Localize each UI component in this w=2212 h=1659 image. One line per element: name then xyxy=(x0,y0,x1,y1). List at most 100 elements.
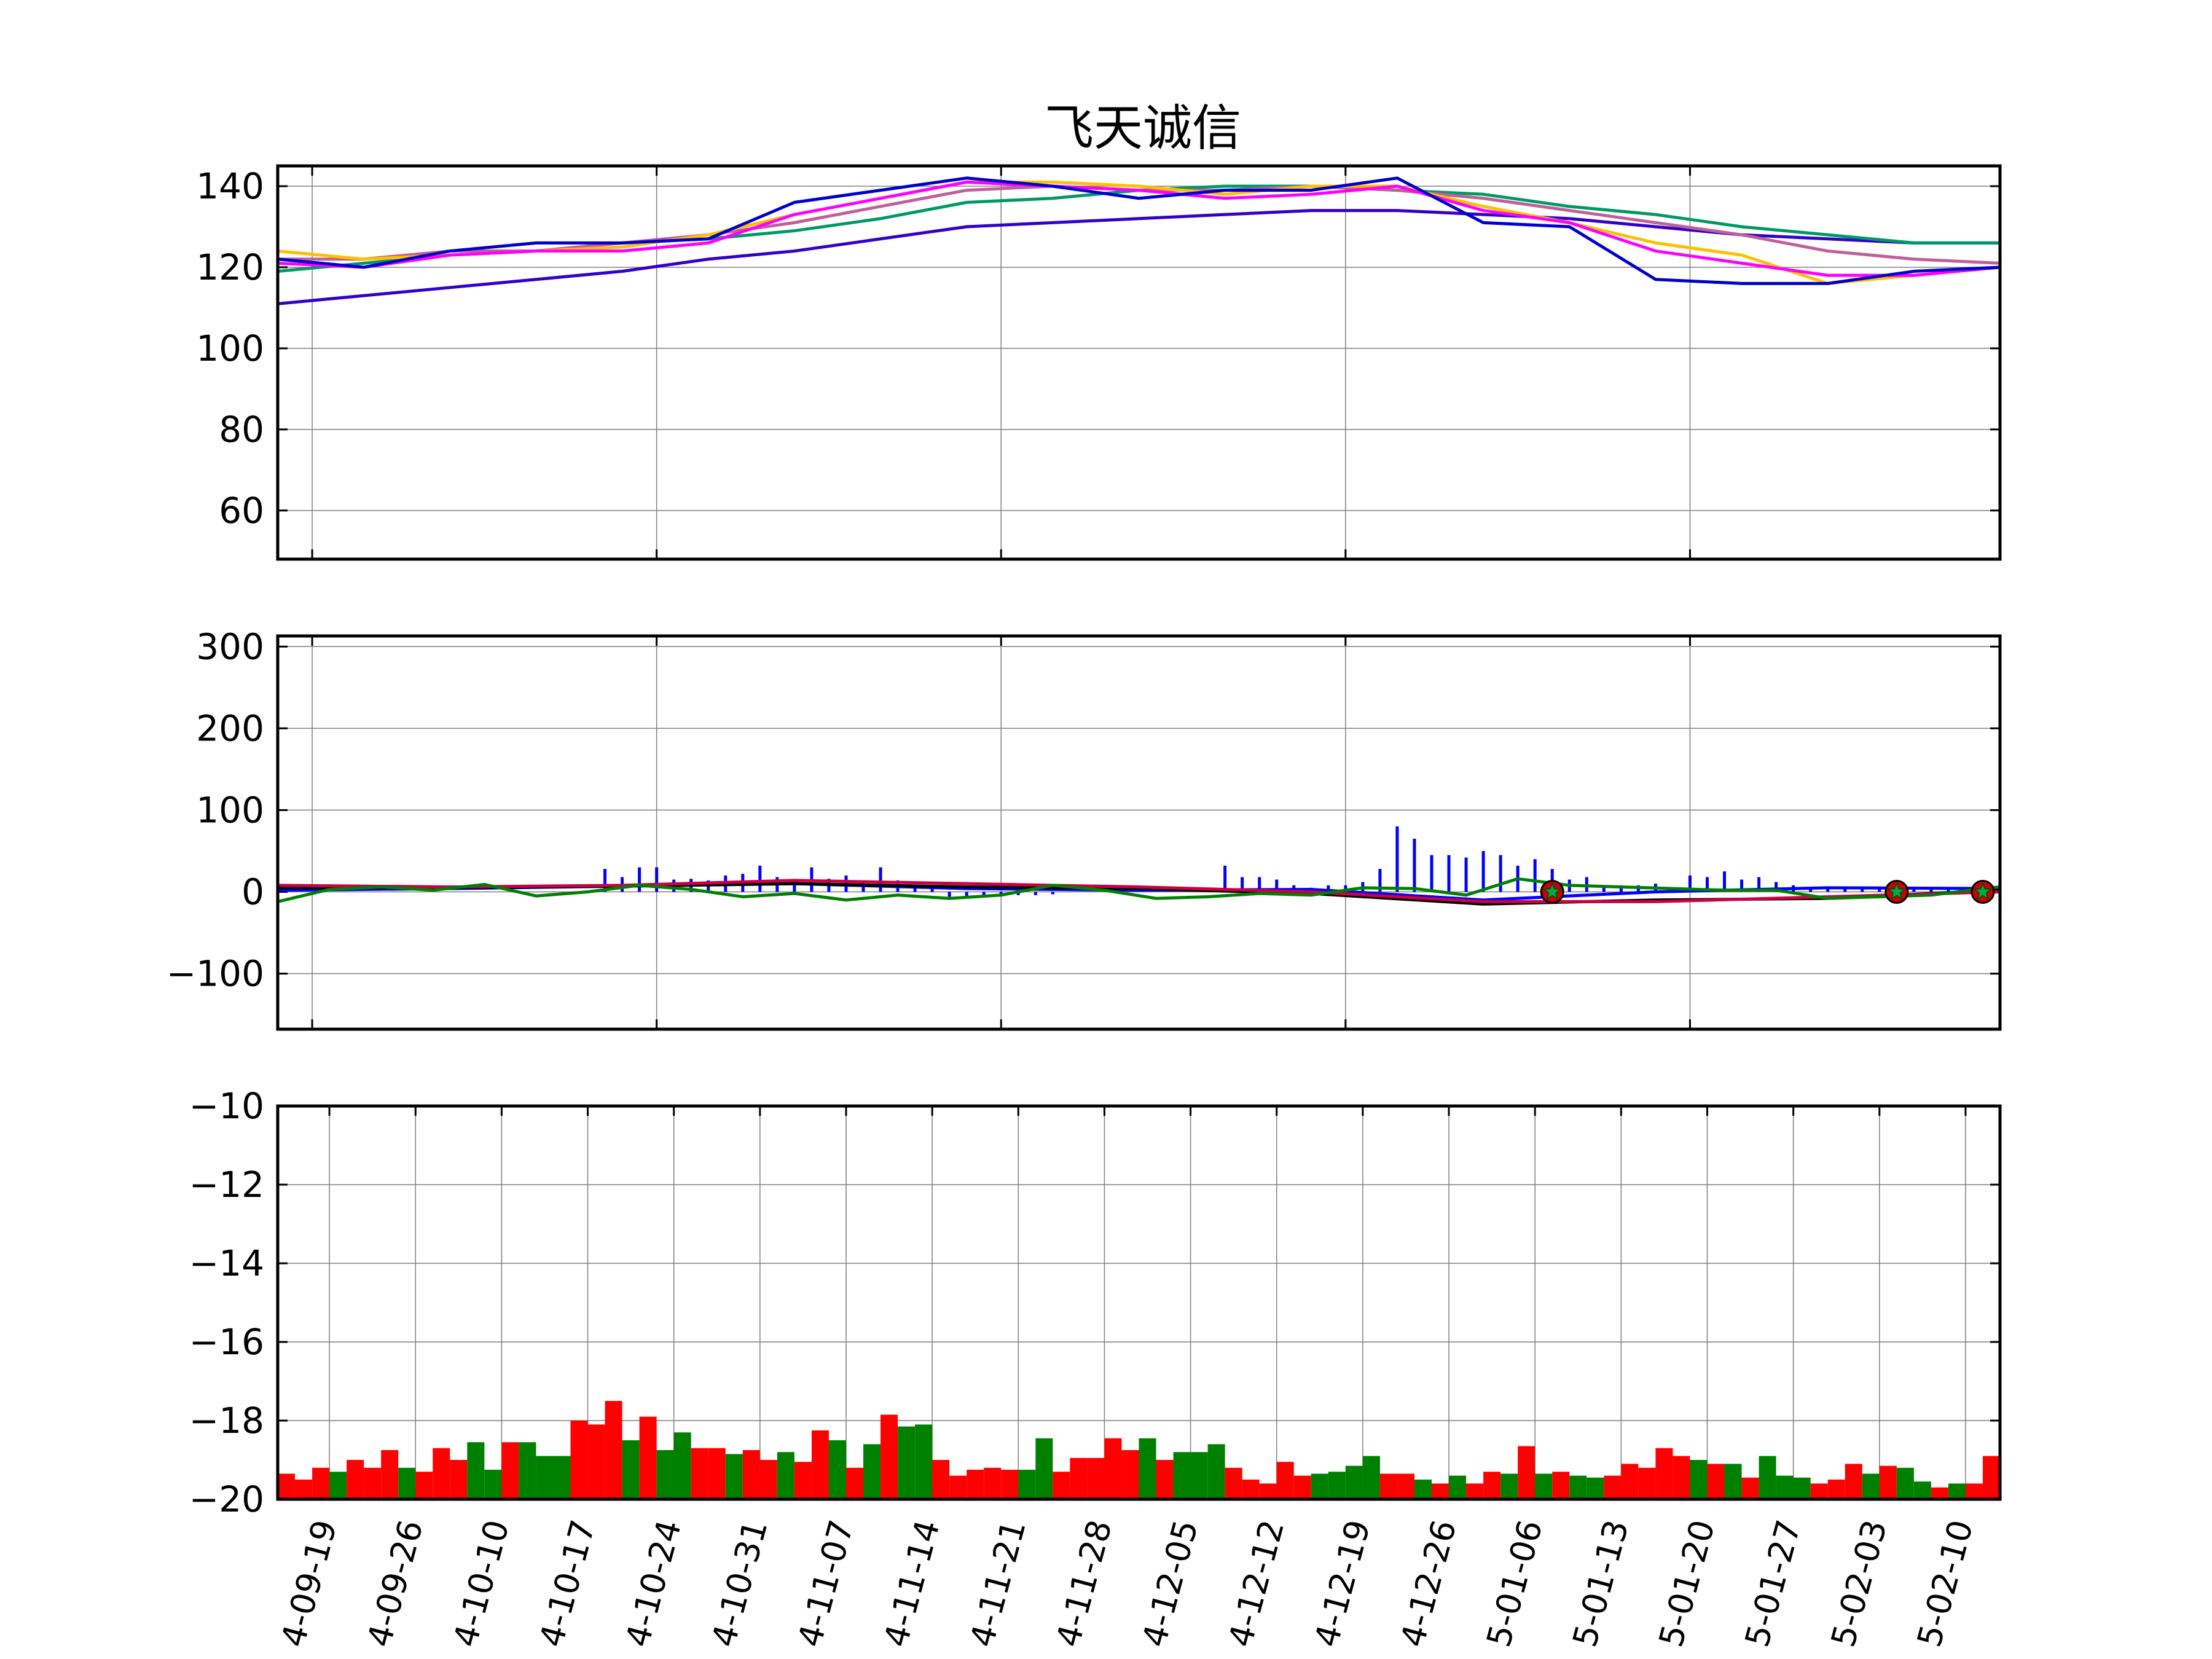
volume-bar xyxy=(312,1467,330,1499)
volume-bar xyxy=(777,1452,794,1499)
volume-bar xyxy=(1810,1483,1828,1499)
volume-bar xyxy=(415,1472,433,1499)
x-tick-label: 5-01-27 xyxy=(1738,1516,1808,1651)
x-tick-label: 5-02-03 xyxy=(1824,1516,1894,1651)
volume-bar xyxy=(811,1430,829,1499)
volume-bar xyxy=(1569,1475,1587,1499)
volume-bar xyxy=(1793,1477,1811,1499)
volume-bar xyxy=(1362,1456,1380,1499)
volume-bar xyxy=(1156,1460,1174,1499)
volume-bar xyxy=(1931,1487,1948,1499)
y-tick-label: 60 xyxy=(219,490,264,531)
volume-bar xyxy=(1311,1473,1328,1499)
volume-bar xyxy=(1432,1483,1449,1499)
volume-bar xyxy=(1483,1472,1501,1499)
y-tick-label: −12 xyxy=(189,1164,264,1206)
volume-bar xyxy=(1053,1472,1070,1499)
volume-bar xyxy=(1397,1473,1414,1499)
volume-bar xyxy=(1982,1456,2000,1499)
volume-bar xyxy=(587,1424,605,1499)
y-tick-label: 80 xyxy=(219,409,264,450)
volume-bar xyxy=(1621,1464,1639,1499)
volume-panel: −10−12−14−16−18−204-09-19 4-09-26 4-10-10 4… xyxy=(189,1085,2002,1651)
volume-bar xyxy=(433,1448,450,1499)
volume-bar xyxy=(1466,1483,1484,1499)
volume-bar xyxy=(656,1450,674,1499)
volume-bar xyxy=(1139,1438,1156,1499)
volume-bar xyxy=(1449,1475,1467,1499)
volume-bar xyxy=(863,1444,881,1499)
volume-bar xyxy=(1190,1452,1208,1499)
volume-bar xyxy=(639,1416,657,1499)
volume-bar xyxy=(1259,1483,1277,1499)
signal-star xyxy=(1973,882,1993,900)
volume-bar xyxy=(1604,1475,1622,1499)
y-tick-label: 300 xyxy=(196,626,264,667)
volume-bar xyxy=(450,1460,468,1499)
x-tick-label: 5-01-06 xyxy=(1479,1516,1550,1651)
signal-star xyxy=(1542,882,1562,900)
volume-bar xyxy=(1655,1448,1673,1499)
volume-bar xyxy=(725,1454,743,1499)
volume-bar xyxy=(708,1448,726,1499)
x-tick-label: 4-10-10 xyxy=(446,1516,517,1651)
plot-area xyxy=(278,176,2000,305)
volume-bar xyxy=(1759,1456,1776,1499)
macd-panel: −100 0 100 200 300 xyxy=(167,626,2002,1031)
volume-bar xyxy=(1638,1467,1656,1499)
volume-bar xyxy=(1070,1457,1088,1499)
chart-title: 飞天诚信 xyxy=(1045,100,1241,157)
volume-bar xyxy=(1414,1480,1432,1499)
panel-frame xyxy=(276,164,2002,561)
panel-frame xyxy=(276,1104,2002,1501)
y-tick-label: −16 xyxy=(189,1321,264,1363)
price-panel: 60 80 100 120 140 xyxy=(196,164,2002,561)
volume-bar xyxy=(295,1480,313,1499)
volume-bar xyxy=(794,1462,812,1499)
volume-bar xyxy=(1724,1464,1742,1499)
y-tick-label: −10 xyxy=(189,1085,264,1127)
volume-bar xyxy=(880,1414,898,1499)
series-line xyxy=(278,877,2000,903)
volume-bar xyxy=(1741,1477,1759,1499)
volume-bar xyxy=(278,1473,296,1499)
volume-bar xyxy=(1518,1446,1535,1499)
volume-bar xyxy=(1776,1475,1794,1499)
volume-bar xyxy=(932,1460,950,1499)
volume-bar xyxy=(467,1442,485,1499)
volume-bar xyxy=(1035,1438,1053,1499)
volume-bar xyxy=(1500,1473,1518,1499)
volume-bar xyxy=(1690,1460,1708,1499)
y-tick-label: −20 xyxy=(189,1478,264,1520)
volume-bar xyxy=(1879,1465,1897,1499)
volume-bar xyxy=(570,1421,588,1499)
volume-bar xyxy=(347,1460,364,1499)
volume-bar xyxy=(622,1440,640,1499)
y-tick-label: 200 xyxy=(196,707,264,749)
x-tick-label: 4-10-17 xyxy=(532,1516,603,1651)
volume-bar xyxy=(398,1467,416,1499)
volume-bar xyxy=(949,1475,967,1499)
volume-bar xyxy=(1913,1481,1931,1499)
series-line xyxy=(278,879,2000,903)
volume-bar xyxy=(759,1460,777,1499)
x-tick-label: 4-09-19 xyxy=(273,1516,344,1651)
volume-bar xyxy=(673,1432,691,1499)
volume-bar xyxy=(484,1470,502,1499)
volume-bar xyxy=(1207,1444,1225,1499)
volume-bar xyxy=(742,1450,760,1499)
x-tick-label: 4-11-21 xyxy=(962,1516,1033,1651)
volume-bar xyxy=(1586,1477,1604,1499)
volume-bar xyxy=(1827,1480,1845,1499)
x-tick-label: 4-12-12 xyxy=(1221,1516,1292,1651)
y-tick-label: 140 xyxy=(196,165,264,207)
volume-bar xyxy=(845,1467,864,1499)
x-tick-label: 5-02-10 xyxy=(1910,1516,1980,1651)
volume-bar xyxy=(1293,1475,1311,1499)
volume-bar xyxy=(1087,1457,1105,1499)
volume-bar xyxy=(1345,1465,1363,1499)
x-tick-label: 5-01-13 xyxy=(1565,1516,1636,1651)
volume-bar xyxy=(1862,1473,1880,1499)
volume-bar xyxy=(1104,1438,1122,1499)
